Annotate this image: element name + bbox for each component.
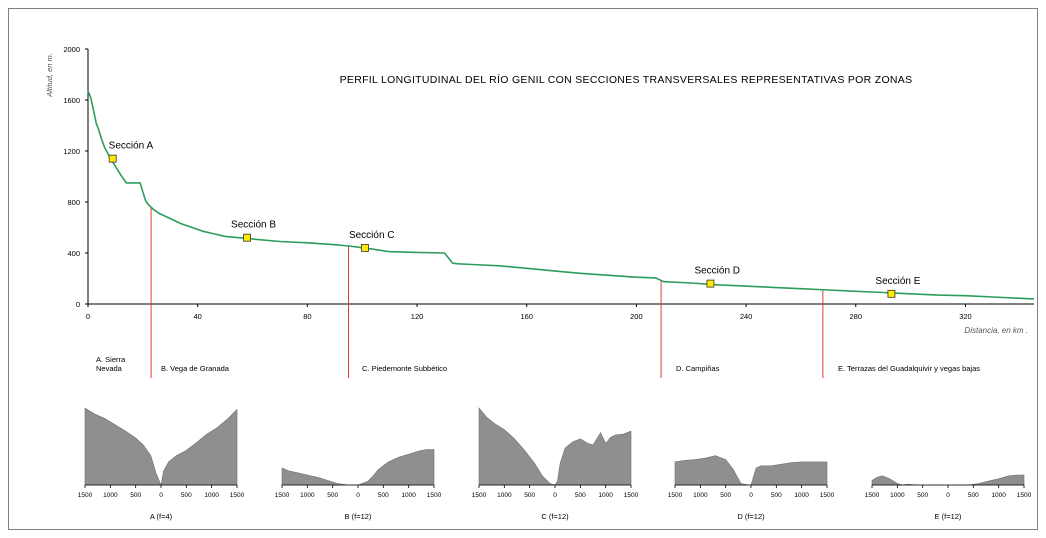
cross-section-tick-label: 1000 xyxy=(693,492,708,499)
cross-section-tick-label: 500 xyxy=(130,492,141,499)
cross-section-area xyxy=(478,407,632,486)
cross-section-tick-label: 1000 xyxy=(794,492,809,499)
river-profile-line xyxy=(87,90,1035,300)
figure-frame xyxy=(8,8,1038,530)
cross-section-area xyxy=(674,455,828,486)
cross-section-e: 1500 1000 500 0 500 1000 1500 E (f=12) xyxy=(865,474,1032,521)
cross-section-tick-label: 1000 xyxy=(300,492,315,499)
cross-section-tick-label: 500 xyxy=(524,492,535,499)
cross-section-tick-label: 1500 xyxy=(820,492,835,499)
cross-section-area xyxy=(281,449,435,486)
y-tick-label: 1600 xyxy=(63,96,80,105)
cross-section-tick-label: 500 xyxy=(327,492,338,499)
cross-section-tick-label: 1500 xyxy=(472,492,487,499)
y-tick-label: 0 xyxy=(76,300,80,309)
y-tick-label: 1200 xyxy=(63,147,80,156)
y-tick-label: 800 xyxy=(67,198,80,207)
cross-section-tick-label: 1000 xyxy=(103,492,118,499)
cross-section-tick-label: 500 xyxy=(575,492,586,499)
cross-section-tick-label: 1500 xyxy=(1017,492,1032,499)
x-tick-label: 120 xyxy=(411,312,424,321)
section-label: Sección E xyxy=(875,276,920,287)
cross-section-tick-label: 0 xyxy=(159,492,163,499)
section-label: Sección A xyxy=(109,141,154,152)
cross-section-tick-label: 0 xyxy=(946,492,950,499)
zone-label: A. Sierra Nevada xyxy=(96,355,126,373)
x-tick-label: 240 xyxy=(740,312,753,321)
y-tick-label: 400 xyxy=(67,249,80,258)
cross-section-tick-label: 1500 xyxy=(624,492,639,499)
x-tick-label: 280 xyxy=(850,312,863,321)
cross-section-tick-label: 500 xyxy=(181,492,192,499)
cross-section-tick-label: 0 xyxy=(749,492,753,499)
zone-label: B. Vega de Granada xyxy=(161,364,230,373)
x-tick-label: 80 xyxy=(303,312,311,321)
cross-section-tick-label: 1000 xyxy=(598,492,613,499)
section-label: Sección D xyxy=(694,266,740,277)
x-tick-label: 160 xyxy=(520,312,533,321)
cross-section-tick-label: 1500 xyxy=(427,492,442,499)
y-axis-label: Altitud, en m. xyxy=(45,53,54,98)
cross-section-label: C (f=12) xyxy=(541,512,569,521)
zone-label-line: Nevada xyxy=(96,364,123,373)
cross-section-tick-label: 1500 xyxy=(230,492,245,499)
section-marker xyxy=(108,154,117,163)
cross-section-label: D (f=12) xyxy=(737,512,765,521)
cross-section-tick-label: 0 xyxy=(356,492,360,499)
cross-section-d: 1500 1000 500 0 500 1000 1500 D (f=12) xyxy=(668,455,835,521)
cross-section-tick-label: 1000 xyxy=(890,492,905,499)
zone-label-line: A. Sierra xyxy=(96,355,126,364)
x-tick-label: 200 xyxy=(630,312,643,321)
cross-section-label: E (f=12) xyxy=(935,512,962,521)
x-tick-label: 320 xyxy=(959,312,972,321)
cross-section-tick-label: 1000 xyxy=(401,492,416,499)
section-marker xyxy=(361,243,369,252)
section-marker xyxy=(706,279,715,288)
cross-section-area xyxy=(84,407,238,487)
zone-label: E. Terrazas del Guadalquivir y vegas baj… xyxy=(838,364,980,373)
cross-section-tick-label: 1500 xyxy=(865,492,880,499)
chart-title: PERFIL LONGITUDINAL DEL RÍO GENIL CON SE… xyxy=(340,73,913,86)
cross-section-tick-label: 500 xyxy=(968,492,979,499)
cross-section-label: B (f=12) xyxy=(345,512,372,521)
zone-label: D. Campiñas xyxy=(676,364,720,373)
cross-section-area xyxy=(871,474,1025,486)
cross-section-tick-label: 1000 xyxy=(204,492,219,499)
x-tick-label: 0 xyxy=(86,312,90,321)
cross-section-tick-label: 500 xyxy=(917,492,928,499)
zone-label: C. Piedemonte Subbético xyxy=(362,364,447,373)
cross-section-tick-label: 1500 xyxy=(668,492,683,499)
cross-section-tick-label: 1500 xyxy=(275,492,290,499)
cross-section-tick-label: 500 xyxy=(771,492,782,499)
y-tick-label: 2000 xyxy=(63,45,80,54)
cross-section-tick-label: 1000 xyxy=(497,492,512,499)
cross-section-a: 1500 1000 500 0 500 1000 1500 A (f=4) xyxy=(78,407,245,521)
cross-section-tick-label: 1500 xyxy=(78,492,93,499)
section-marker xyxy=(243,233,251,242)
cross-section-c: 1500 1000 500 0 500 1000 1500 C (f=12) xyxy=(472,407,639,521)
section-label: Sección C xyxy=(349,230,395,241)
x-axis-label: Distancia, en km . xyxy=(964,326,1028,335)
cross-section-label: A (f=4) xyxy=(150,512,173,521)
x-tick-label: 40 xyxy=(194,312,202,321)
cross-section-tick-label: 1000 xyxy=(991,492,1006,499)
cross-section-tick-label: 500 xyxy=(720,492,731,499)
cross-section-tick-label: 0 xyxy=(553,492,557,499)
cross-section-tick-label: 500 xyxy=(378,492,389,499)
section-marker xyxy=(887,289,896,298)
cross-section-b: 1500 1000 500 0 500 1000 1500 B (f=12) xyxy=(275,449,442,521)
section-label: Sección B xyxy=(231,220,276,231)
